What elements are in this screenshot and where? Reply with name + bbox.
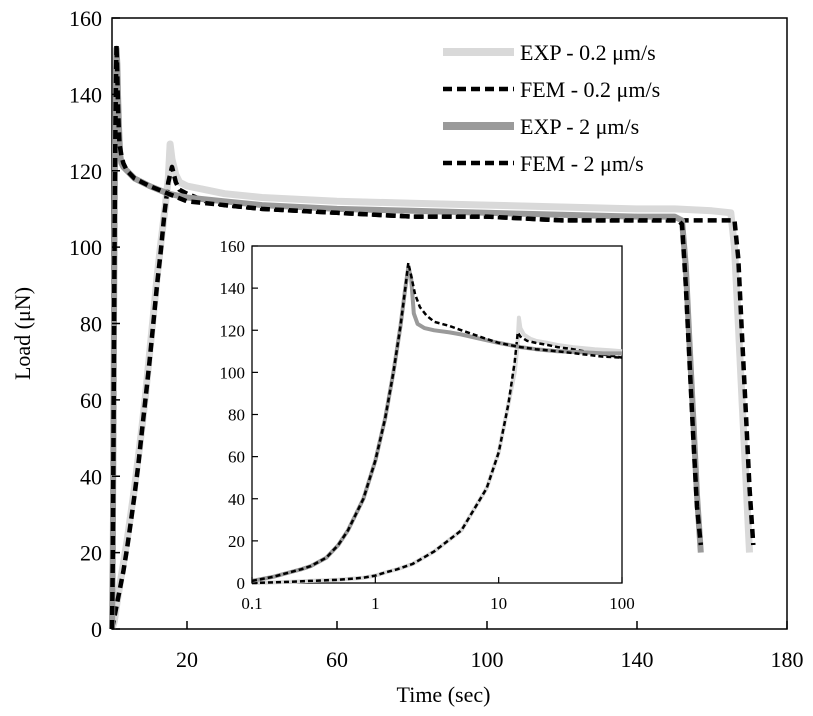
inset-y-tick-label: 20 (228, 532, 245, 551)
inset-x-tick-label: 100 (609, 594, 635, 613)
main-y-tick-label: 60 (80, 388, 102, 413)
main-x-tick-label: 180 (771, 647, 804, 672)
main-y-tick-label: 20 (80, 541, 102, 566)
legend-label-1: FEM - 0.2 μm/s (520, 77, 660, 102)
legend-label-3: FEM - 2 μm/s (520, 151, 644, 176)
main-y-tick-label: 140 (69, 82, 102, 107)
main-series-line-1 (109, 164, 756, 630)
legend-label-2: EXP - 2 μm/s (520, 114, 639, 139)
inset-x-tick-label: 10 (490, 594, 507, 613)
inset-series-line-1 (251, 331, 623, 585)
inset-y-tick-label: 60 (228, 448, 245, 467)
inset-x-tick-label: 1 (371, 594, 380, 613)
main-y-tick-label: 40 (80, 464, 102, 489)
main-y-tick-label: 0 (91, 617, 102, 642)
legend-label-0: EXP - 0.2 μm/s (520, 40, 656, 65)
inset-y-tick-label: 120 (220, 321, 246, 340)
main-y-tick-label: 160 (69, 6, 102, 31)
main-y-tick-label: 100 (69, 235, 102, 260)
inset-y-tick-label: 160 (220, 237, 246, 256)
inset-x-tick-label: 0.1 (241, 594, 262, 613)
main-x-tick-label: 20 (176, 647, 198, 672)
inset-plot-frame (251, 245, 623, 584)
inset-y-tick-label: 140 (220, 279, 246, 298)
main-x-tick-label: 100 (471, 647, 504, 672)
inset-series-line-3 (251, 261, 623, 583)
main-y-tick-label: 80 (80, 312, 102, 337)
inset-y-tick-label: 40 (228, 490, 245, 509)
main-series-line-3 (109, 42, 704, 630)
main-x-tick-label: 60 (326, 647, 348, 672)
main-x-tick-label: 140 (621, 647, 654, 672)
inset-y-tick-label: 0 (237, 574, 246, 593)
y-axis-title: Load (μN) (10, 287, 35, 380)
inset-y-tick-label: 80 (228, 406, 245, 425)
inset-y-tick-label: 100 (220, 363, 246, 382)
x-axis-title: Time (sec) (397, 682, 491, 707)
main-y-tick-label: 120 (69, 159, 102, 184)
